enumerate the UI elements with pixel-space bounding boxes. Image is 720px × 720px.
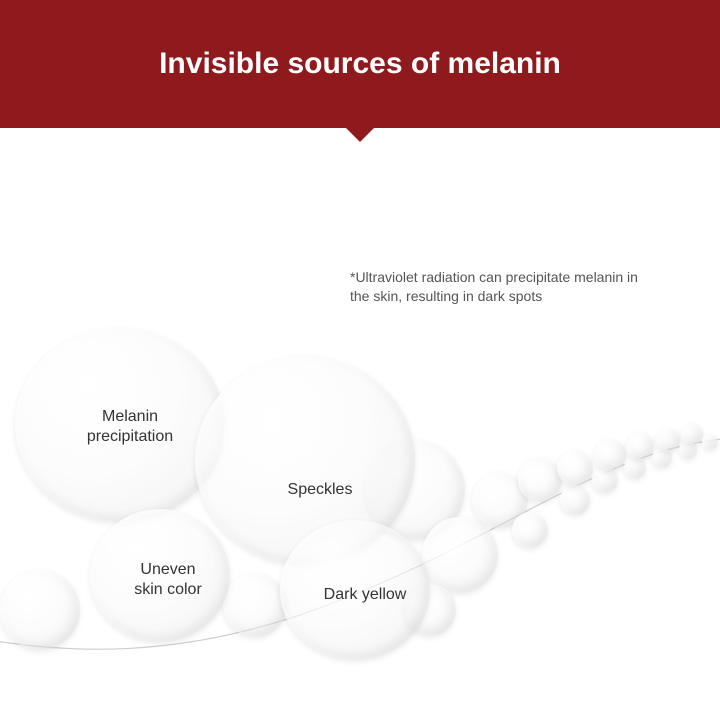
bubble-small — [560, 485, 590, 515]
bubble-small — [592, 467, 618, 493]
bubble-label: Speckles — [270, 480, 370, 500]
bubble-small — [681, 423, 703, 445]
bubble-label: Dark yellow — [310, 585, 420, 605]
bubble-label: Melanin precipitation — [70, 407, 190, 447]
bubble-small — [626, 432, 654, 460]
bubble-small — [656, 428, 680, 452]
bubble-small — [594, 439, 626, 471]
bubble-label: Uneven skin color — [118, 560, 218, 600]
bubble-small — [512, 512, 548, 548]
bubble-area: Melanin precipitation Speckles Uneven skin… — [0, 0, 720, 720]
bubble-small — [702, 434, 718, 450]
bubble-small — [624, 457, 646, 479]
bubble-small — [422, 517, 498, 593]
bubble-small — [557, 450, 593, 486]
bubble-small — [518, 458, 562, 502]
bubble-small — [0, 570, 80, 650]
bubble-small — [223, 573, 287, 637]
